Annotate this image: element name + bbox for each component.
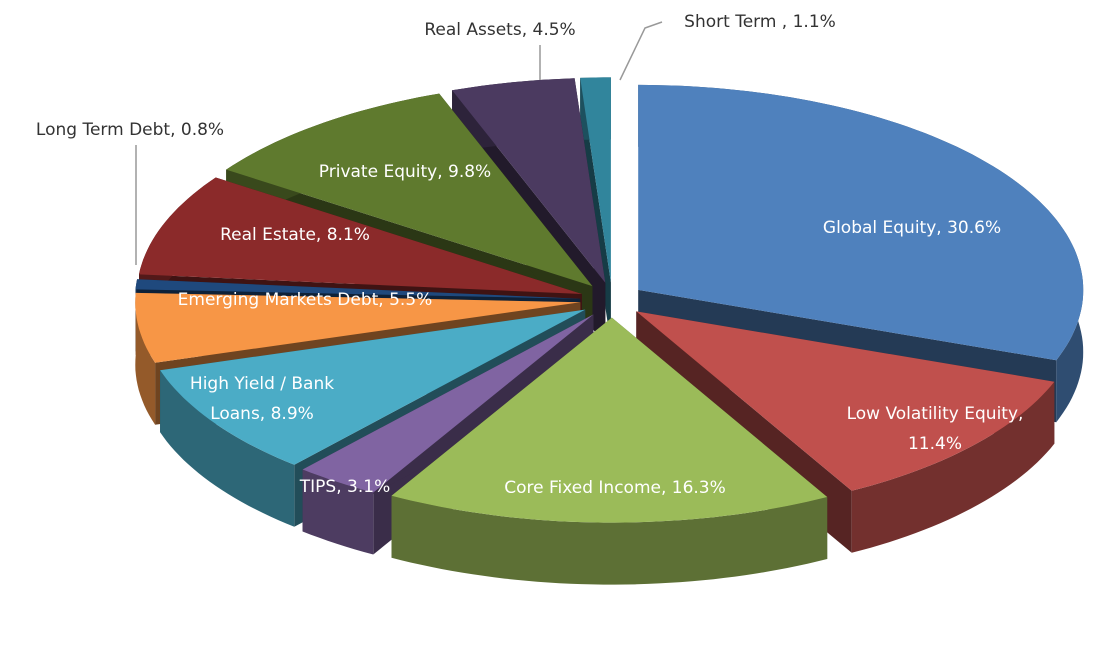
data-label: Long Term Debt, 0.8% xyxy=(36,120,224,140)
data-label: Real Assets, 4.5% xyxy=(424,20,575,40)
data-label: Low Volatility Equity, 11.4% xyxy=(847,404,1024,454)
slice xyxy=(452,78,606,283)
slice-wall xyxy=(391,495,828,585)
slice xyxy=(135,279,581,299)
data-label: TIPS, 3.1% xyxy=(299,477,390,497)
slice xyxy=(226,93,593,287)
slice xyxy=(580,77,611,283)
slice xyxy=(391,317,828,523)
data-label: Global Equity, 30.6% xyxy=(823,218,1001,238)
data-label: Short Term , 1.1% xyxy=(684,12,836,32)
slice xyxy=(638,84,1084,361)
label-line: High Yield / Bank xyxy=(190,374,334,394)
slice-wall xyxy=(851,381,1055,553)
slice xyxy=(160,309,586,465)
data-label: Real Estate, 8.1% xyxy=(220,225,370,245)
label-line: 11.4% xyxy=(908,434,962,454)
slice xyxy=(636,311,1055,491)
slice xyxy=(135,292,581,363)
data-label: Core Fixed Income, 16.3% xyxy=(504,478,726,498)
slice xyxy=(302,314,594,493)
label-line: Loans, 8.9% xyxy=(210,404,314,424)
data-label: Private Equity, 9.8% xyxy=(319,162,491,182)
data-label: Emerging Markets Debt, 5.5% xyxy=(178,290,433,310)
leader-line xyxy=(619,21,663,81)
data-label: High Yield / Bank Loans, 8.9% xyxy=(190,374,334,424)
slice-wall xyxy=(160,370,295,527)
label-line: Low Volatility Equity, xyxy=(847,404,1024,424)
slice xyxy=(139,177,582,294)
slice-wall xyxy=(135,292,156,425)
slice-wall xyxy=(302,469,374,555)
